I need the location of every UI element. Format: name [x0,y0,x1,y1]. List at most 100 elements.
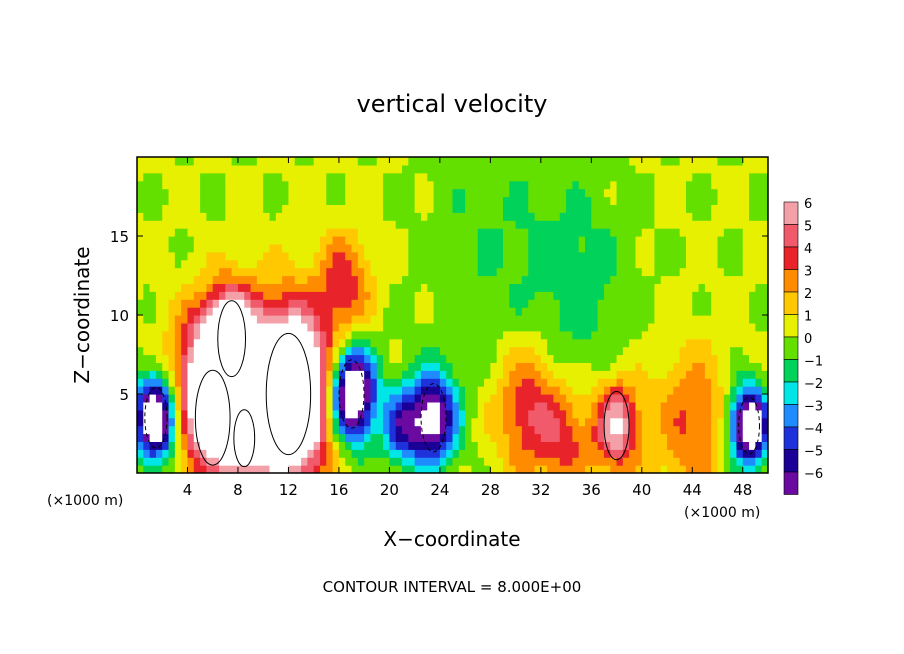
field-cell [269,425,277,435]
field-cell [250,283,258,292]
field-cell [307,236,315,245]
field-cell [288,354,296,363]
field-cell [521,322,529,332]
field-cell [174,425,182,435]
field-cell [237,157,245,166]
field-cell [143,283,151,292]
field-cell [402,441,409,450]
field-cell [673,378,681,387]
field-cell [206,433,214,442]
field-cell [559,330,567,340]
field-cell [155,322,163,332]
field-cell [471,315,479,324]
field-cell [749,354,756,363]
field-cell [534,433,542,442]
field-cell [168,291,176,300]
field-cell [509,394,517,403]
field-cell [553,236,561,245]
field-cell [332,307,340,316]
field-cell [256,236,264,245]
field-cell [585,401,592,411]
field-cell [364,457,372,466]
field-cell [364,425,372,435]
field-cell [250,196,258,205]
field-cell [395,188,403,198]
field-cell [685,196,693,205]
field-cell [149,362,157,371]
field-cell [648,283,656,292]
field-cell [376,291,384,300]
field-cell [319,291,327,300]
field-cell [269,315,277,324]
field-cell [206,449,214,458]
field-cell [446,251,454,261]
field-cell [648,401,656,411]
field-cell [319,204,327,213]
field-cell [673,180,681,190]
field-cell [566,291,573,300]
field-cell [585,425,592,435]
field-cell [301,441,308,450]
field-cell [294,362,302,371]
field-cell [168,251,176,261]
field-cell [225,386,233,395]
field-cell [698,417,706,427]
field-cell [200,236,208,245]
field-cell [219,409,226,419]
field-cell [578,220,586,229]
field-cell [521,157,529,166]
field-cell [395,394,403,403]
field-cell [635,417,643,427]
field-cell [282,172,290,182]
field-cell [566,283,573,292]
field-cell [149,346,157,356]
field-cell [547,401,555,411]
field-cell [641,465,649,473]
field-cell [219,354,226,363]
field-cell [332,259,340,269]
field-cell [237,299,245,308]
field-cell [364,220,372,229]
field-cell [307,243,315,253]
field-cell [395,228,403,237]
field-cell [427,243,435,253]
field-cell [547,180,555,190]
field-cell [402,164,409,174]
x-tick-label: 16 [329,481,348,499]
field-cell [143,259,151,269]
field-cell [471,157,479,166]
field-cell [597,338,605,348]
field-cell [547,386,555,395]
field-cell [698,212,706,221]
field-cell [414,401,422,411]
field-cell [553,433,561,442]
field-cell [225,188,233,198]
field-cell [376,259,384,269]
field-cell [269,196,277,205]
field-cell [256,212,264,221]
field-cell [256,401,264,411]
field-cell [603,172,611,182]
field-cell [263,283,271,292]
field-cell [667,267,674,277]
field-cell [736,338,744,348]
field-cell [648,259,656,269]
field-cell [301,307,308,316]
field-cell [692,386,700,395]
field-cell [168,180,176,190]
field-cell [572,378,580,387]
field-cell [528,417,536,427]
field-cell [603,330,611,340]
field-cell [547,204,555,213]
field-cell [395,465,403,473]
field-cell [206,291,214,300]
field-cell [269,378,277,387]
field-cell [490,465,498,473]
colorbar-swatch [783,426,799,450]
field-cell [528,409,536,419]
field-cell [566,346,573,356]
field-cell [540,330,548,340]
field-cell [225,417,233,427]
field-cell [288,330,296,340]
field-cell [307,172,315,182]
